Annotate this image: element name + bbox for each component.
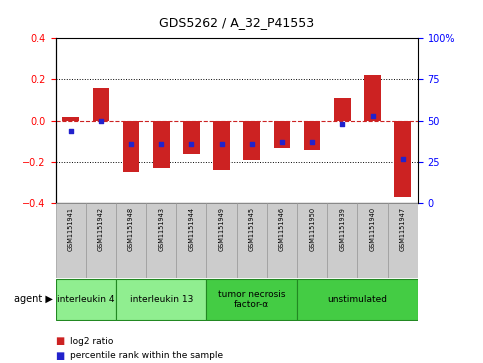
Bar: [297, 203, 327, 278]
Bar: [56, 203, 86, 278]
Text: GSM1151945: GSM1151945: [249, 207, 255, 251]
Bar: [62, 117, 79, 121]
Bar: [183, 121, 199, 154]
Text: log2 ratio: log2 ratio: [70, 337, 114, 346]
Point: [218, 141, 226, 147]
Bar: [207, 203, 237, 278]
Bar: [304, 121, 320, 150]
Bar: [93, 87, 109, 121]
Point: [369, 113, 376, 119]
Bar: [364, 75, 381, 121]
Bar: [267, 203, 297, 278]
Point: [157, 141, 165, 147]
Point: [67, 128, 74, 134]
Text: GDS5262 / A_32_P41553: GDS5262 / A_32_P41553: [159, 16, 314, 29]
Bar: [153, 121, 170, 168]
Text: GSM1151940: GSM1151940: [369, 207, 375, 251]
Text: GSM1151942: GSM1151942: [98, 207, 104, 251]
Bar: [116, 203, 146, 278]
Bar: [388, 203, 418, 278]
Point: [187, 141, 195, 147]
Bar: [243, 121, 260, 160]
Text: GSM1151941: GSM1151941: [68, 207, 73, 251]
Point: [97, 118, 105, 123]
Point: [399, 156, 407, 162]
Text: GSM1151943: GSM1151943: [158, 207, 164, 251]
Bar: [237, 203, 267, 278]
Text: GSM1151948: GSM1151948: [128, 207, 134, 251]
Bar: [56, 278, 116, 321]
Text: interleukin 13: interleukin 13: [129, 295, 193, 304]
Text: GSM1151944: GSM1151944: [188, 207, 194, 251]
Point: [248, 141, 256, 147]
Text: agent ▶: agent ▶: [14, 294, 53, 305]
Text: tumor necrosis
factor-α: tumor necrosis factor-α: [218, 290, 285, 309]
Text: ■: ■: [56, 351, 65, 361]
Text: ■: ■: [56, 336, 65, 346]
Bar: [274, 121, 290, 147]
Bar: [297, 278, 418, 321]
Text: interleukin 4: interleukin 4: [57, 295, 114, 304]
Bar: [327, 203, 357, 278]
Text: unstimulated: unstimulated: [327, 295, 387, 304]
Bar: [86, 203, 116, 278]
Point: [127, 141, 135, 147]
Point: [339, 121, 346, 127]
Bar: [213, 121, 230, 170]
Point: [278, 139, 286, 145]
Point: [308, 139, 316, 145]
Text: GSM1151949: GSM1151949: [219, 207, 225, 251]
Bar: [123, 121, 139, 172]
Bar: [207, 278, 297, 321]
Bar: [357, 203, 388, 278]
Text: GSM1151950: GSM1151950: [309, 207, 315, 251]
Text: GSM1151939: GSM1151939: [340, 207, 345, 251]
Text: GSM1151947: GSM1151947: [400, 207, 406, 251]
Bar: [334, 98, 351, 121]
Text: percentile rank within the sample: percentile rank within the sample: [70, 351, 223, 360]
Bar: [176, 203, 207, 278]
Text: GSM1151946: GSM1151946: [279, 207, 285, 251]
Bar: [116, 278, 207, 321]
Bar: [395, 121, 411, 197]
Bar: [146, 203, 176, 278]
